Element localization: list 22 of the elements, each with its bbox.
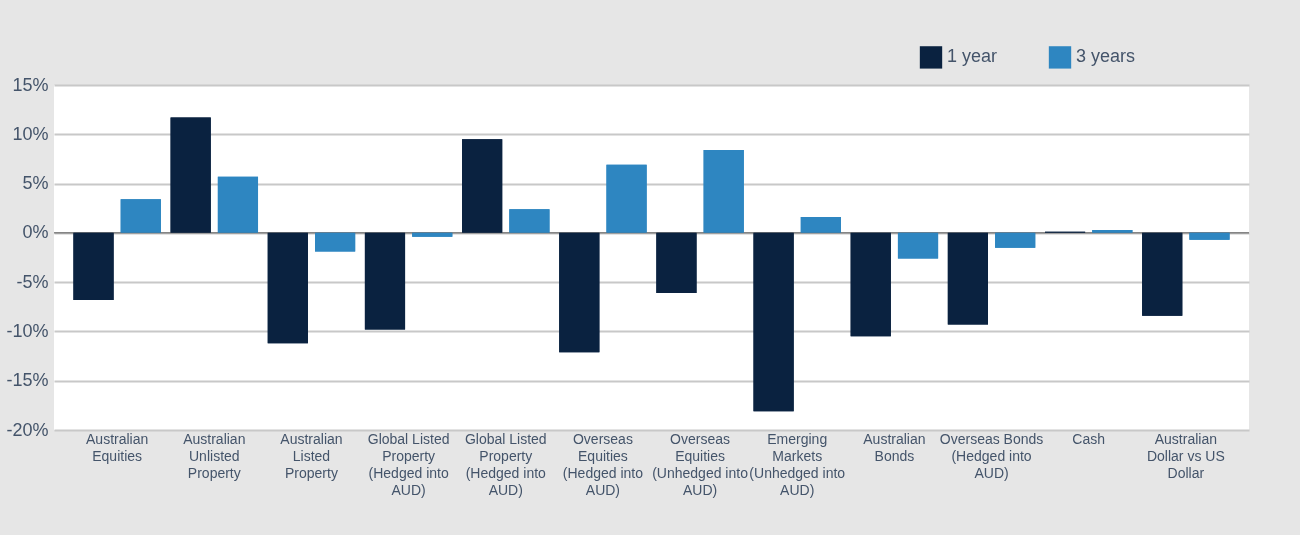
- y-tick-label: -5%: [16, 271, 49, 292]
- legend-label: 3 years: [1076, 46, 1136, 67]
- x-tick-label: Global Listed Property (Hedged into AUD): [464, 430, 547, 498]
- x-tick-label: Emerging Markets (Unhedged into AUD): [749, 430, 846, 498]
- x-tick-label: Australian Equities: [86, 430, 149, 464]
- y-tick-label: -20%: [6, 419, 49, 440]
- y-tick-label: 5%: [22, 173, 49, 194]
- x-tick-label: Australian Listed Property: [280, 430, 343, 481]
- y-tick-label: 0%: [22, 222, 49, 243]
- y-tick-label: -10%: [6, 320, 49, 341]
- x-tick-label: Global Listed Property (Hedged into AUD): [367, 430, 450, 498]
- x-tick-label: Australian Bonds: [863, 430, 926, 464]
- x-tick-label: Overseas Bonds (Hedged into AUD): [939, 430, 1044, 481]
- x-tick-label: Australian Unlisted Property: [183, 430, 246, 481]
- x-tick-label: Australian Dollar vs US Dollar: [1146, 430, 1225, 481]
- y-tick-label: 15%: [12, 74, 49, 95]
- x-tick-label: Cash: [1072, 430, 1106, 447]
- y-tick-label: 10%: [12, 123, 49, 144]
- y-tick-label: -15%: [6, 370, 49, 391]
- x-tick-label: Overseas Equities (Hedged into AUD): [562, 430, 644, 498]
- legend-label: 1 year: [947, 46, 998, 67]
- x-tick-label: Overseas Equities (Unhedged into AUD): [652, 430, 749, 498]
